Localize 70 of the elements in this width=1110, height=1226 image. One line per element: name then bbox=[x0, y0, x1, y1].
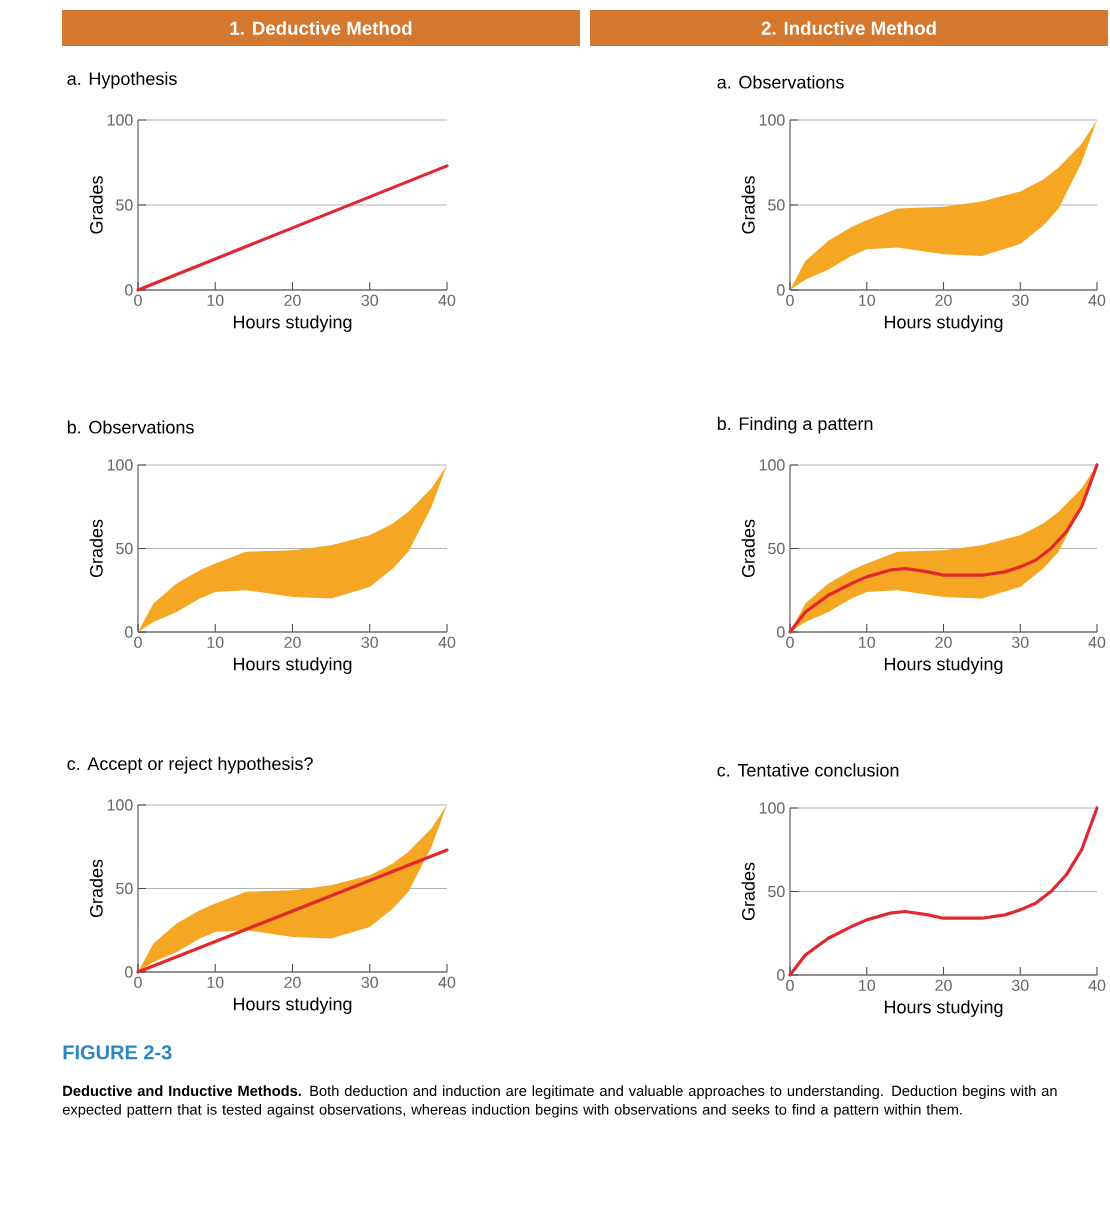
x-axis-title: Hours studying bbox=[233, 315, 352, 332]
x-tick-label: 20 bbox=[935, 294, 952, 307]
x-tick-label: 30 bbox=[1011, 979, 1029, 992]
x-tick-label: 0 bbox=[134, 294, 142, 307]
chart-title: a. Hypothesis bbox=[67, 71, 177, 89]
chart-title: b. Finding a pattern bbox=[717, 416, 873, 434]
y-tick-label: 100 bbox=[107, 114, 133, 126]
text: 2. Inductive Method bbox=[761, 21, 936, 35]
y-tick-label: 100 bbox=[107, 799, 133, 811]
x-tick-label: 20 bbox=[284, 636, 301, 649]
y-tick-label: 50 bbox=[767, 885, 785, 898]
x-tick-label: 20 bbox=[935, 979, 952, 992]
x-axis-title: Hours studying bbox=[233, 997, 352, 1014]
x-axis-title: Hours studying bbox=[884, 315, 1003, 332]
x-tick-label: 40 bbox=[1088, 294, 1106, 307]
y-tick-label: 100 bbox=[759, 114, 785, 126]
y-tick-label: 50 bbox=[767, 199, 785, 211]
chart-title: b. Observations bbox=[67, 420, 194, 434]
y-tick-label: 50 bbox=[767, 542, 785, 555]
x-tick-label: 40 bbox=[438, 976, 456, 989]
x-tick-label: 10 bbox=[858, 294, 875, 307]
x-axis-title: Hours studying bbox=[233, 657, 352, 674]
x-tick-label: 20 bbox=[284, 294, 301, 307]
x-tick-label: 0 bbox=[786, 979, 794, 992]
y-tick-label: 100 bbox=[759, 459, 785, 471]
chart-title: c. Accept or reject hypothesis? bbox=[67, 756, 313, 774]
y-tick-label: 50 bbox=[115, 882, 133, 895]
y-axis-title: Grades bbox=[741, 176, 755, 234]
chart-title: a. Observations bbox=[717, 75, 844, 89]
y-axis-title: Grades bbox=[89, 859, 103, 918]
x-tick-label: 30 bbox=[361, 976, 378, 989]
caption: FIGURE 2-3 bbox=[63, 1045, 172, 1060]
chart-title: c. Tentative conclusion bbox=[717, 763, 899, 777]
x-tick-label: 10 bbox=[207, 636, 224, 649]
y-tick-label: 100 bbox=[759, 802, 785, 814]
x-tick-label: 40 bbox=[1088, 636, 1106, 649]
y-tick-label: 0 bbox=[124, 284, 133, 296]
line-series bbox=[788, 806, 1099, 977]
y-tick-label: 100 bbox=[107, 459, 133, 471]
x-tick-label: 20 bbox=[284, 976, 301, 989]
x-tick-label: 0 bbox=[786, 294, 794, 307]
x-tick-label: 20 bbox=[935, 636, 952, 649]
y-axis-title: Grades bbox=[741, 862, 755, 921]
x-axis-title: Hours studying bbox=[884, 657, 1003, 674]
text: Deductive and Inductive Methods. Both deduction and induction are legitimate and valuable approaches to understanding. Deduction begins with an expected pattern that is tested against observations, whereas induction begins with observations and seeks to find a pattern within them. bbox=[62, 1085, 1057, 1118]
y-tick-label: 50 bbox=[115, 199, 133, 211]
x-tick-label: 0 bbox=[134, 976, 142, 989]
x-tick-label: 10 bbox=[207, 294, 224, 307]
y-tick-label: 50 bbox=[115, 542, 133, 555]
x-tick-label: 0 bbox=[134, 636, 142, 649]
x-tick-label: 30 bbox=[1011, 636, 1029, 649]
x-tick-label: 30 bbox=[361, 636, 378, 649]
y-tick-label: 0 bbox=[124, 626, 133, 638]
x-tick-label: 0 bbox=[786, 636, 794, 649]
y-tick-label: 0 bbox=[776, 626, 785, 638]
x-axis-title: Hours studying bbox=[884, 1000, 1003, 1017]
x-tick-label: 40 bbox=[438, 636, 456, 649]
x-tick-label: 30 bbox=[361, 294, 378, 307]
x-tick-label: 40 bbox=[438, 294, 456, 307]
x-tick-label: 40 bbox=[1088, 979, 1106, 992]
y-tick-label: 0 bbox=[124, 966, 133, 978]
x-tick-label: 30 bbox=[1011, 294, 1029, 307]
text: 1. Deductive Method bbox=[230, 21, 412, 35]
y-axis-title: Grades bbox=[89, 519, 103, 578]
y-axis-title: Grades bbox=[741, 519, 755, 578]
x-tick-label: 10 bbox=[207, 976, 224, 989]
y-axis-title: Grades bbox=[89, 176, 103, 234]
x-tick-label: 10 bbox=[858, 979, 875, 992]
y-tick-label: 0 bbox=[776, 284, 785, 296]
x-tick-label: 10 bbox=[858, 636, 875, 649]
